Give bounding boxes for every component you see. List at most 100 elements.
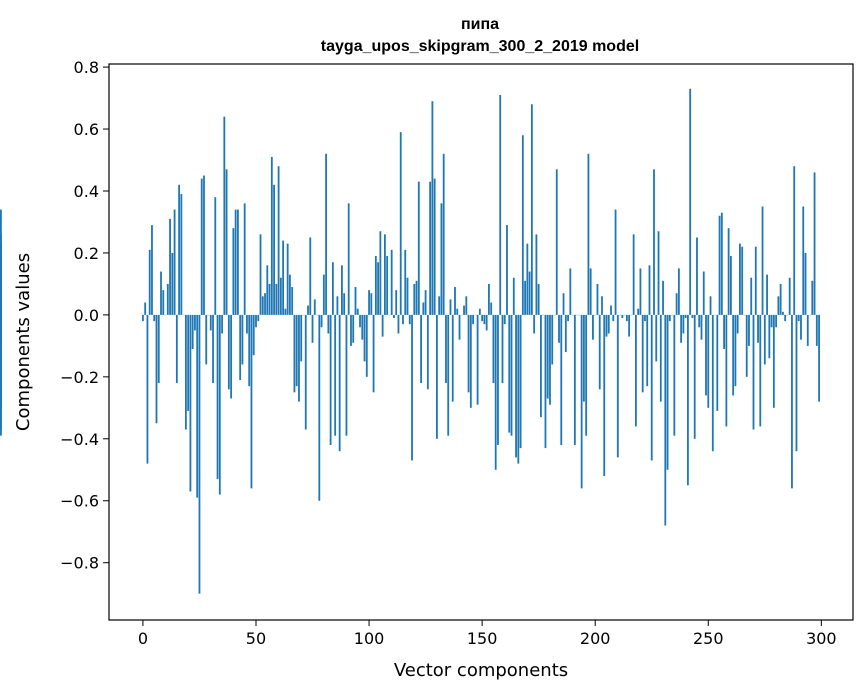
bar-243 [691,314,694,318]
bar-25 [198,314,201,594]
x-tick-label: 250 [693,629,724,648]
bar-17 [180,194,183,315]
bar-107 [383,234,386,315]
bar-174 [535,234,538,315]
bar-255 [718,215,721,315]
bar-61 [279,277,282,315]
bar-162 [508,314,511,433]
bar-262 [734,314,737,387]
bar-15 [175,314,178,384]
bar-104 [377,262,380,315]
bar-148 [476,314,479,405]
bar-274 [761,206,764,315]
bar-8 [160,271,162,315]
bar-30 [209,314,212,331]
bar-176 [540,314,542,418]
bar-210 [616,314,619,458]
bar-27 [203,175,205,315]
bar-76 [313,299,316,315]
bar-173 [533,314,536,334]
bar-226 [653,169,655,315]
bar-62 [282,240,285,315]
bar-7 [157,314,160,384]
bar-85 [334,314,337,436]
bar-65 [289,274,291,315]
bar-249 [705,314,707,396]
bar-245 [696,237,698,315]
bar-120 [413,283,416,315]
bar-179 [546,314,549,399]
bar-45 [243,203,246,315]
bar-137 [451,314,454,402]
bar-43 [239,314,242,380]
bar-101 [370,293,373,315]
bar-55 [266,265,269,315]
bar-undefined [0,314,2,430]
bar-294 [806,314,809,346]
bar-241 [687,314,689,486]
bar-98 [363,314,366,362]
bar-119 [411,314,413,461]
bar-49 [252,314,255,356]
bar-232 [666,314,669,470]
bar-163 [510,314,513,436]
bar-227 [655,314,658,362]
bar-275 [763,314,766,365]
bar-series [0,88,820,594]
bar-197 [587,153,590,315]
bar-64 [286,243,289,315]
bar-34 [218,314,221,495]
bar-67 [293,314,296,393]
bar-136 [449,299,452,315]
bar-40 [232,228,235,315]
bar-169 [524,280,526,315]
bar-78 [318,314,321,501]
bar-195 [582,314,585,402]
bar-212 [621,314,624,318]
bar-115 [402,314,404,325]
chart-title-line-1: пипа [461,16,499,33]
x-tick-label: 50 [246,629,266,648]
bar-72 [304,314,307,430]
bar-87 [338,314,341,452]
bar-218 [635,314,637,427]
bar-21 [189,314,192,492]
bar-246 [698,314,701,328]
bar-289 [795,314,798,452]
bar-106 [381,314,384,337]
bar-89 [343,293,346,315]
bar-277 [768,314,771,359]
bar-284 [784,314,787,322]
bar-283 [781,311,784,315]
bar-239 [682,314,685,334]
bar-132 [440,203,443,315]
chart-title-line-2: tayga_upos_skipgram_300_2_2019 model [321,38,639,55]
bar-127 [429,181,432,315]
bar-244 [693,314,696,439]
bar-108 [386,256,389,315]
bar-50 [255,314,257,328]
bar-145 [469,314,472,408]
bar-146 [472,314,474,325]
bar-260 [729,256,732,315]
bar-263 [736,314,739,334]
bar-293 [804,252,807,315]
bar-204 [603,314,606,476]
bar-24 [196,314,199,498]
bar-102 [372,314,375,393]
bar-282 [779,283,782,315]
bar-288 [793,166,796,315]
bar-134 [445,314,447,384]
bar-92 [350,314,352,346]
bar-133 [442,153,445,315]
bar-131 [438,296,441,315]
bar-103 [374,256,377,315]
bar-159 [501,314,504,384]
bar-31 [212,314,214,384]
bar-228 [657,231,660,315]
x-tick-label: 200 [580,629,611,648]
bar-187 [564,314,567,353]
x-tick-label: 300 [806,629,837,648]
bar-11 [166,283,169,315]
